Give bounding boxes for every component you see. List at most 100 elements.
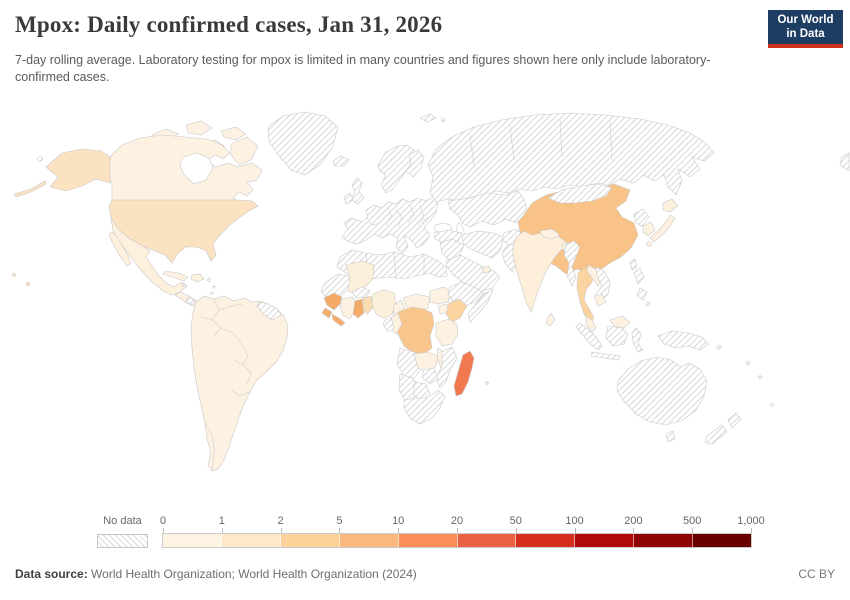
country-madagascar[interactable] bbox=[453, 350, 475, 397]
country-new-guinea[interactable] bbox=[657, 330, 709, 351]
country-sulawesi[interactable] bbox=[631, 327, 644, 353]
country-cuba[interactable] bbox=[162, 270, 189, 282]
bering-sea-island[interactable] bbox=[37, 156, 43, 162]
country-antilles-2[interactable] bbox=[210, 291, 214, 295]
country-mozambique[interactable] bbox=[435, 346, 458, 389]
country-burkina-faso[interactable] bbox=[351, 286, 371, 299]
country-kenya[interactable] bbox=[445, 298, 468, 323]
country-botswana[interactable] bbox=[413, 381, 431, 401]
legend-segment-3[interactable] bbox=[339, 534, 399, 547]
country-taiwan[interactable] bbox=[629, 258, 638, 271]
country-hawaii-2[interactable] bbox=[25, 281, 31, 287]
country-gabon[interactable] bbox=[382, 316, 395, 333]
country-turkey[interactable] bbox=[433, 229, 463, 244]
country-new-zealand-north[interactable] bbox=[727, 412, 742, 429]
country-south-korea[interactable] bbox=[642, 221, 656, 237]
country-cote-divoire[interactable] bbox=[339, 296, 357, 320]
country-tanzania[interactable] bbox=[435, 318, 459, 347]
country-japan-honshu[interactable] bbox=[649, 214, 676, 243]
country-aleutian-islands[interactable] bbox=[13, 180, 47, 198]
country-kalimantan[interactable] bbox=[605, 325, 629, 347]
country-europe-mainland[interactable] bbox=[341, 196, 439, 255]
legend-segment-4[interactable] bbox=[398, 534, 458, 547]
country-tasmania[interactable] bbox=[665, 430, 676, 443]
country-liberia[interactable] bbox=[331, 313, 346, 327]
country-pacific-island-2[interactable] bbox=[758, 375, 762, 379]
country-south-africa[interactable] bbox=[403, 389, 446, 425]
country-sumatra[interactable] bbox=[575, 322, 603, 351]
country-mali[interactable] bbox=[345, 260, 375, 296]
country-zambia[interactable] bbox=[413, 351, 439, 373]
country-south-sudan[interactable] bbox=[429, 286, 453, 305]
country-arabian-peninsula[interactable] bbox=[445, 254, 501, 293]
country-mauritania-senegal[interactable] bbox=[320, 273, 353, 302]
country-malaysia[interactable] bbox=[585, 315, 597, 333]
country-sri-lanka[interactable] bbox=[545, 312, 556, 327]
no-data-swatch[interactable] bbox=[97, 534, 148, 548]
country-hispaniola[interactable] bbox=[190, 273, 205, 283]
country-baffin-island[interactable] bbox=[230, 136, 259, 166]
country-guyanas[interactable] bbox=[256, 301, 282, 321]
country-nicaragua[interactable] bbox=[185, 296, 196, 306]
country-java[interactable] bbox=[590, 351, 621, 361]
country-antilles-1[interactable] bbox=[212, 285, 216, 289]
country-malaysia-borneo[interactable] bbox=[609, 315, 631, 329]
country-pacific-island-3[interactable] bbox=[716, 344, 722, 350]
country-cambodia[interactable] bbox=[593, 293, 607, 307]
country-pacific-island-4[interactable] bbox=[770, 403, 774, 407]
country-iran[interactable] bbox=[461, 230, 505, 259]
country-finland[interactable] bbox=[405, 149, 425, 178]
country-iceland[interactable] bbox=[332, 155, 350, 167]
country-myanmar[interactable] bbox=[563, 240, 581, 287]
legend-segment-1[interactable] bbox=[221, 534, 281, 547]
country-south-america[interactable] bbox=[190, 295, 289, 472]
country-north-korea[interactable] bbox=[633, 208, 650, 227]
legend-segment-8[interactable] bbox=[634, 534, 694, 547]
country-alaska[interactable] bbox=[45, 148, 111, 192]
country-central-asia[interactable] bbox=[447, 190, 529, 228]
country-russia-east-wrap[interactable] bbox=[839, 152, 850, 172]
country-drc[interactable] bbox=[395, 306, 435, 355]
country-togo-benin[interactable] bbox=[362, 295, 374, 315]
country-uk[interactable] bbox=[350, 177, 365, 205]
legend-segment-6[interactable] bbox=[516, 534, 576, 547]
country-svalbard[interactable] bbox=[419, 113, 437, 123]
legend-segment-9[interactable] bbox=[693, 534, 752, 547]
country-japan-hokkaido[interactable] bbox=[662, 198, 679, 213]
country-russia[interactable] bbox=[427, 112, 715, 203]
country-mongolia[interactable] bbox=[547, 183, 613, 204]
legend-segment-2[interactable] bbox=[280, 534, 340, 547]
country-sierra-leone[interactable] bbox=[321, 307, 333, 319]
country-philippines-visayas[interactable] bbox=[636, 287, 648, 301]
country-svalbard-2[interactable] bbox=[440, 117, 446, 123]
country-mauritius[interactable] bbox=[485, 381, 489, 385]
legend-segment-5[interactable] bbox=[457, 534, 517, 547]
country-philippines-luzon[interactable] bbox=[633, 267, 645, 285]
country-new-zealand-south[interactable] bbox=[704, 424, 728, 445]
country-greenland[interactable] bbox=[267, 111, 339, 176]
country-puerto-rico[interactable] bbox=[207, 278, 211, 282]
country-nigeria[interactable] bbox=[371, 289, 397, 319]
country-baja-california[interactable] bbox=[108, 231, 132, 267]
country-japan-kyushu[interactable] bbox=[646, 241, 652, 247]
owid-logo[interactable]: Our World in Data bbox=[768, 10, 843, 48]
country-namibia[interactable] bbox=[398, 373, 419, 403]
country-guinea[interactable] bbox=[323, 292, 343, 311]
legend-segment-0[interactable] bbox=[163, 534, 222, 547]
country-hawaii-1[interactable] bbox=[12, 273, 16, 277]
country-somalia[interactable] bbox=[467, 288, 494, 323]
country-australia[interactable] bbox=[616, 356, 708, 426]
country-canada-arctic-2[interactable] bbox=[185, 120, 213, 136]
country-scandinavia[interactable] bbox=[377, 144, 418, 194]
country-philippines-mindanao[interactable] bbox=[645, 301, 651, 307]
country-jamaica[interactable] bbox=[182, 283, 186, 287]
legend-segment-7[interactable] bbox=[575, 534, 635, 547]
country-nepal[interactable] bbox=[539, 228, 561, 240]
country-ghana[interactable] bbox=[352, 298, 365, 319]
country-pacific-island-1[interactable] bbox=[745, 360, 751, 366]
country-canada-arctic-3[interactable] bbox=[220, 126, 247, 141]
country-zimbabwe[interactable] bbox=[421, 367, 439, 385]
country-ireland[interactable] bbox=[343, 192, 354, 205]
license-link[interactable]: CC BY bbox=[798, 567, 835, 581]
country-uae[interactable] bbox=[481, 265, 492, 274]
